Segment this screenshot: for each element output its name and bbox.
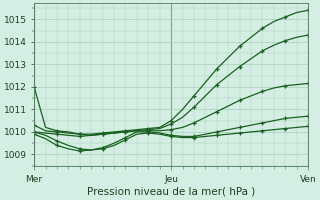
X-axis label: Pression niveau de la mer( hPa ): Pression niveau de la mer( hPa )	[87, 187, 255, 197]
